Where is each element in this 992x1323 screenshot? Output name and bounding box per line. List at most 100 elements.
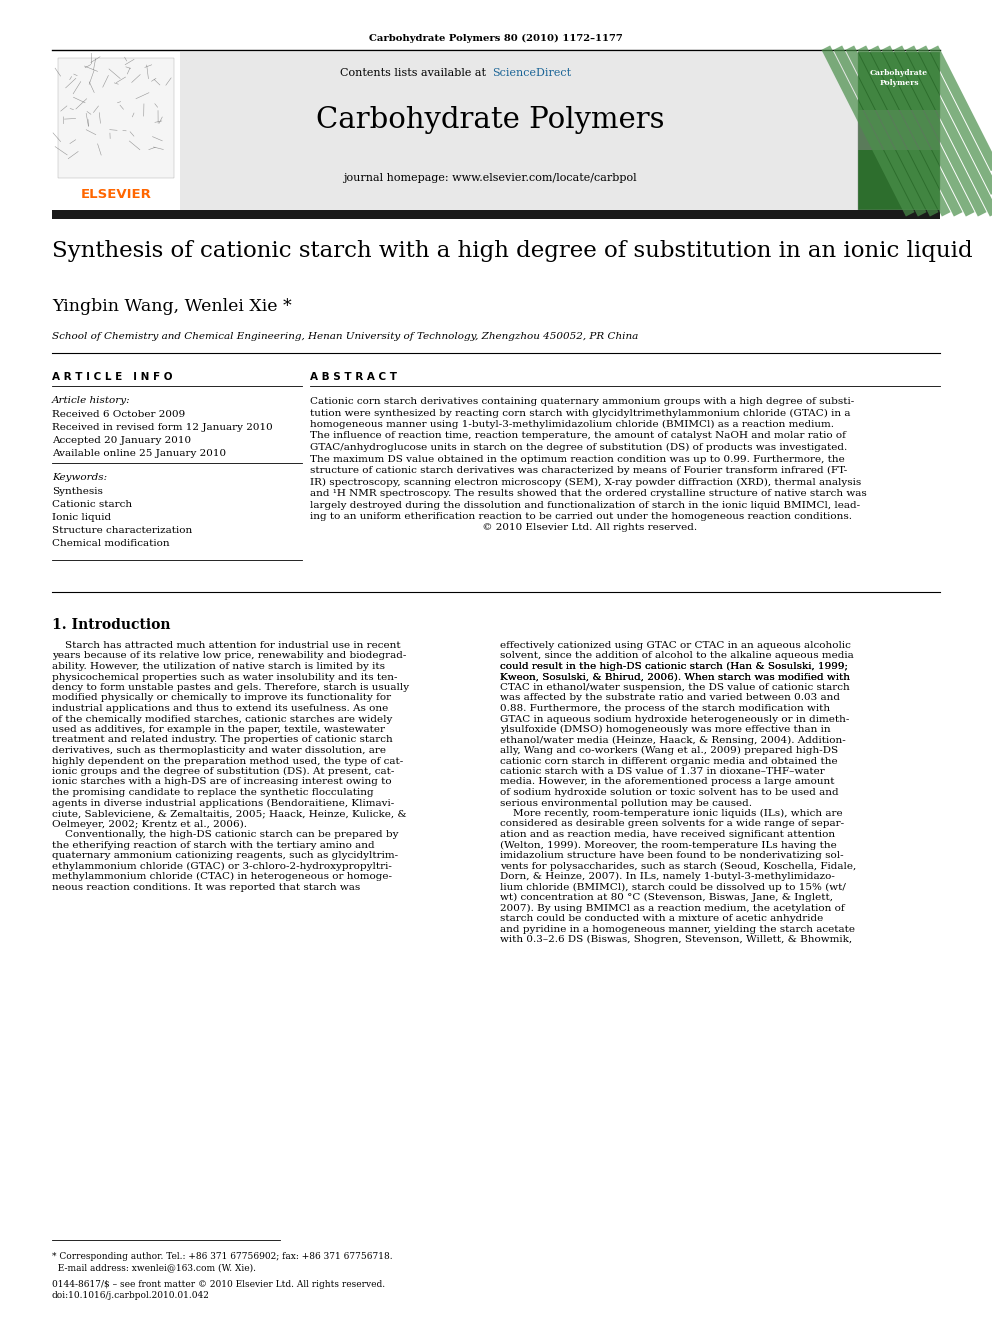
Text: imidazolium structure have been found to be nonderivatizing sol-: imidazolium structure have been found to… bbox=[500, 851, 843, 860]
Text: considered as desirable green solvents for a wide range of separ-: considered as desirable green solvents f… bbox=[500, 819, 844, 828]
Text: the promising candidate to replace the synthetic flocculating: the promising candidate to replace the s… bbox=[52, 789, 374, 796]
Text: lium chloride (BMIMCl), starch could be dissolved up to 15% (wt/: lium chloride (BMIMCl), starch could be … bbox=[500, 882, 846, 892]
Text: Accepted 20 January 2010: Accepted 20 January 2010 bbox=[52, 437, 191, 445]
Text: quaternary ammonium cationizing reagents, such as glycidyltrim-: quaternary ammonium cationizing reagents… bbox=[52, 851, 398, 860]
Text: derivatives, such as thermoplasticity and water dissolution, are: derivatives, such as thermoplasticity an… bbox=[52, 746, 386, 755]
Text: Synthesis of cationic starch with a high degree of substitution in an ionic liqu: Synthesis of cationic starch with a high… bbox=[52, 239, 972, 262]
Text: 0144-8617/$ – see front matter © 2010 Elsevier Ltd. All rights reserved.: 0144-8617/$ – see front matter © 2010 El… bbox=[52, 1279, 385, 1289]
Bar bbox=[52, 210, 940, 220]
Text: IR) spectroscopy, scanning electron microscopy (SEM), X-ray powder diffraction (: IR) spectroscopy, scanning electron micr… bbox=[310, 478, 861, 487]
Text: Kweon, Sosulski, & Bhirud, 2006). When starch was modified with: Kweon, Sosulski, & Bhirud, 2006). When s… bbox=[500, 672, 850, 681]
Text: tution were synthesized by reacting corn starch with glycidyltrimethylammonium c: tution were synthesized by reacting corn… bbox=[310, 409, 850, 418]
Text: Chemical modification: Chemical modification bbox=[52, 538, 170, 548]
Text: The influence of reaction time, reaction temperature, the amount of catalyst NaO: The influence of reaction time, reaction… bbox=[310, 431, 846, 441]
Text: E-mail address: xwenlei@163.com (W. Xie).: E-mail address: xwenlei@163.com (W. Xie)… bbox=[52, 1263, 256, 1271]
Text: solvent, since the addition of alcohol to the alkaline aqueous media: solvent, since the addition of alcohol t… bbox=[500, 651, 854, 660]
Text: Carbohydrate Polymers 80 (2010) 1172–1177: Carbohydrate Polymers 80 (2010) 1172–117… bbox=[369, 33, 623, 42]
Text: 2007). By using BMIMCl as a reaction medium, the acetylation of: 2007). By using BMIMCl as a reaction med… bbox=[500, 904, 844, 913]
Text: ELSEVIER: ELSEVIER bbox=[80, 188, 152, 201]
Text: ionic starches with a high-DS are of increasing interest owing to: ionic starches with a high-DS are of inc… bbox=[52, 778, 392, 786]
Text: Ionic liquid: Ionic liquid bbox=[52, 513, 111, 523]
Text: dency to form unstable pastes and gels. Therefore, starch is usually: dency to form unstable pastes and gels. … bbox=[52, 683, 409, 692]
Text: the etherifying reaction of starch with the tertiary amino and: the etherifying reaction of starch with … bbox=[52, 840, 375, 849]
Text: The maximum DS value obtained in the optimum reaction condition was up to 0.99. : The maximum DS value obtained in the opt… bbox=[310, 455, 845, 463]
Bar bbox=[52, 52, 940, 210]
Text: doi:10.1016/j.carbpol.2010.01.042: doi:10.1016/j.carbpol.2010.01.042 bbox=[52, 1291, 210, 1301]
Text: Article history:: Article history: bbox=[52, 396, 131, 405]
Text: ylsulfoxide (DMSO) homogeneously was more effective than in: ylsulfoxide (DMSO) homogeneously was mor… bbox=[500, 725, 830, 734]
Text: © 2010 Elsevier Ltd. All rights reserved.: © 2010 Elsevier Ltd. All rights reserved… bbox=[310, 524, 697, 532]
Text: highly dependent on the preparation method used, the type of cat-: highly dependent on the preparation meth… bbox=[52, 757, 404, 766]
Text: with 0.3–2.6 DS (Biswas, Shogren, Stevenson, Willett, & Bhowmik,: with 0.3–2.6 DS (Biswas, Shogren, Steven… bbox=[500, 935, 852, 945]
Text: Cationic starch: Cationic starch bbox=[52, 500, 132, 509]
Text: methylammonium chloride (CTAC) in heterogeneous or homoge-: methylammonium chloride (CTAC) in hetero… bbox=[52, 872, 392, 881]
Bar bbox=[858, 52, 940, 210]
Text: A R T I C L E   I N F O: A R T I C L E I N F O bbox=[52, 372, 173, 382]
Text: ionic groups and the degree of substitution (DS). At present, cat-: ionic groups and the degree of substitut… bbox=[52, 767, 395, 777]
Text: 1. Introduction: 1. Introduction bbox=[52, 618, 171, 632]
Text: More recently, room-temperature ionic liquids (ILs), which are: More recently, room-temperature ionic li… bbox=[500, 808, 842, 818]
Bar bbox=[858, 110, 940, 149]
Text: Available online 25 January 2010: Available online 25 January 2010 bbox=[52, 448, 226, 458]
Text: media. However, in the aforementioned process a large amount: media. However, in the aforementioned pr… bbox=[500, 778, 834, 786]
Text: cationic corn starch in different organic media and obtained the: cationic corn starch in different organi… bbox=[500, 757, 837, 766]
Text: could result in the high-DS cationic starch (Han & Sosulski, 1999;: could result in the high-DS cationic sta… bbox=[500, 662, 848, 671]
Text: physicochemical properties such as water insolubility and its ten-: physicochemical properties such as water… bbox=[52, 672, 398, 681]
Text: GTAC/anhydroglucose units in starch on the degree of substitution (DS) of produc: GTAC/anhydroglucose units in starch on t… bbox=[310, 443, 847, 452]
Text: industrial applications and thus to extend its usefulness. As one: industrial applications and thus to exte… bbox=[52, 704, 388, 713]
Text: Synthesis: Synthesis bbox=[52, 487, 103, 496]
Text: modified physically or chemically to improve its functionality for: modified physically or chemically to imp… bbox=[52, 693, 391, 703]
Text: ciute, Sableviciene, & Zemaltaitis, 2005; Haack, Heinze, Kulicke, &: ciute, Sableviciene, & Zemaltaitis, 2005… bbox=[52, 808, 407, 818]
Text: Keywords:: Keywords: bbox=[52, 474, 107, 482]
Text: Carbohydrate Polymers: Carbohydrate Polymers bbox=[315, 106, 665, 134]
Text: cationic starch with a DS value of 1.37 in dioxane–THF–water: cationic starch with a DS value of 1.37 … bbox=[500, 767, 824, 777]
Text: ethanol/water media (Heinze, Haack, & Rensing, 2004). Addition-: ethanol/water media (Heinze, Haack, & Re… bbox=[500, 736, 846, 745]
Text: GTAC in aqueous sodium hydroxide heterogeneously or in dimeth-: GTAC in aqueous sodium hydroxide heterog… bbox=[500, 714, 849, 724]
Text: Yingbin Wang, Wenlei Xie *: Yingbin Wang, Wenlei Xie * bbox=[52, 298, 292, 315]
Text: A B S T R A C T: A B S T R A C T bbox=[310, 372, 397, 382]
Text: Structure characterization: Structure characterization bbox=[52, 527, 192, 534]
Text: Contents lists available at: Contents lists available at bbox=[340, 67, 490, 78]
Text: ethylammonium chloride (GTAC) or 3-chloro-2-hydroxypropyltri-: ethylammonium chloride (GTAC) or 3-chlor… bbox=[52, 861, 392, 871]
Text: Carbohydrate
Polymers: Carbohydrate Polymers bbox=[870, 69, 929, 87]
Text: ing to an uniform etherification reaction to be carried out under the homogeneou: ing to an uniform etherification reactio… bbox=[310, 512, 852, 521]
Text: and ¹H NMR spectroscopy. The results showed that the ordered crystalline structu: and ¹H NMR spectroscopy. The results sho… bbox=[310, 490, 867, 497]
Text: could result in the high-DS cationic starch (Han & Sosulski, 1999;: could result in the high-DS cationic sta… bbox=[500, 662, 848, 671]
Text: of sodium hydroxide solution or toxic solvent has to be used and: of sodium hydroxide solution or toxic so… bbox=[500, 789, 838, 796]
Text: Cationic corn starch derivatives containing quaternary ammonium groups with a hi: Cationic corn starch derivatives contain… bbox=[310, 397, 854, 406]
Text: starch could be conducted with a mixture of acetic anhydride: starch could be conducted with a mixture… bbox=[500, 914, 823, 923]
Text: homogeneous manner using 1-butyl-3-methylimidazolium chloride (BMIMCl) as a reac: homogeneous manner using 1-butyl-3-methy… bbox=[310, 419, 834, 429]
Text: School of Chemistry and Chemical Engineering, Henan University of Technology, Zh: School of Chemistry and Chemical Enginee… bbox=[52, 332, 638, 341]
Text: structure of cationic starch derivatives was characterized by means of Fourier t: structure of cationic starch derivatives… bbox=[310, 466, 847, 475]
Text: wt) concentration at 80 °C (Stevenson, Biswas, Jane, & Inglett,: wt) concentration at 80 °C (Stevenson, B… bbox=[500, 893, 833, 902]
Text: and pyridine in a homogeneous manner, yielding the starch acetate: and pyridine in a homogeneous manner, yi… bbox=[500, 925, 855, 934]
Text: used as additives, for example in the paper, textile, wastewater: used as additives, for example in the pa… bbox=[52, 725, 385, 734]
Text: Dorn, & Heinze, 2007). In ILs, namely 1-butyl-3-methylimidazo-: Dorn, & Heinze, 2007). In ILs, namely 1-… bbox=[500, 872, 835, 881]
Text: years because of its relative low price, renewability and biodegrad-: years because of its relative low price,… bbox=[52, 651, 407, 660]
Text: Kweon, Sosulski, & Bhirud, 2006). When starch was modified with: Kweon, Sosulski, & Bhirud, 2006). When s… bbox=[500, 672, 850, 681]
Text: Conventionally, the high-DS cationic starch can be prepared by: Conventionally, the high-DS cationic sta… bbox=[52, 830, 399, 839]
Text: Starch has attracted much attention for industrial use in recent: Starch has attracted much attention for … bbox=[52, 642, 401, 650]
Text: Received in revised form 12 January 2010: Received in revised form 12 January 2010 bbox=[52, 423, 273, 433]
Text: of the chemically modified starches, cationic starches are widely: of the chemically modified starches, cat… bbox=[52, 714, 393, 724]
Text: Received 6 October 2009: Received 6 October 2009 bbox=[52, 410, 186, 419]
Text: journal homepage: www.elsevier.com/locate/carbpol: journal homepage: www.elsevier.com/locat… bbox=[343, 173, 637, 183]
Text: was affected by the substrate ratio and varied between 0.03 and: was affected by the substrate ratio and … bbox=[500, 693, 840, 703]
Text: * Corresponding author. Tel.: +86 371 67756902; fax: +86 371 67756718.: * Corresponding author. Tel.: +86 371 67… bbox=[52, 1252, 393, 1261]
Text: ScienceDirect: ScienceDirect bbox=[492, 67, 571, 78]
Text: Oelmeyer, 2002; Krentz et al., 2006).: Oelmeyer, 2002; Krentz et al., 2006). bbox=[52, 819, 247, 828]
Text: ation and as reaction media, have received significant attention: ation and as reaction media, have receiv… bbox=[500, 830, 835, 839]
Text: treatment and related industry. The properties of cationic starch: treatment and related industry. The prop… bbox=[52, 736, 393, 745]
Text: ability. However, the utilization of native starch is limited by its: ability. However, the utilization of nat… bbox=[52, 662, 385, 671]
Text: largely destroyed during the dissolution and functionalization of starch in the : largely destroyed during the dissolution… bbox=[310, 500, 860, 509]
Text: ally, Wang and co-workers (Wang et al., 2009) prepared high-DS: ally, Wang and co-workers (Wang et al., … bbox=[500, 746, 838, 755]
Text: neous reaction conditions. It was reported that starch was: neous reaction conditions. It was report… bbox=[52, 882, 360, 892]
Text: agents in diverse industrial applications (Bendoraitiene, Klimavi-: agents in diverse industrial application… bbox=[52, 799, 394, 807]
Text: vents for polysaccharides, such as starch (Seoud, Koschella, Fidale,: vents for polysaccharides, such as starc… bbox=[500, 861, 856, 871]
Text: effectively cationized using GTAC or CTAC in an aqueous alcoholic: effectively cationized using GTAC or CTA… bbox=[500, 642, 851, 650]
Bar bbox=[58, 58, 174, 179]
Text: (Welton, 1999). Moreover, the room-temperature ILs having the: (Welton, 1999). Moreover, the room-tempe… bbox=[500, 840, 836, 849]
Text: serious environmental pollution may be caused.: serious environmental pollution may be c… bbox=[500, 799, 752, 807]
Text: CTAC in ethanol/water suspension, the DS value of cationic starch: CTAC in ethanol/water suspension, the DS… bbox=[500, 683, 850, 692]
Bar bbox=[52, 52, 180, 210]
